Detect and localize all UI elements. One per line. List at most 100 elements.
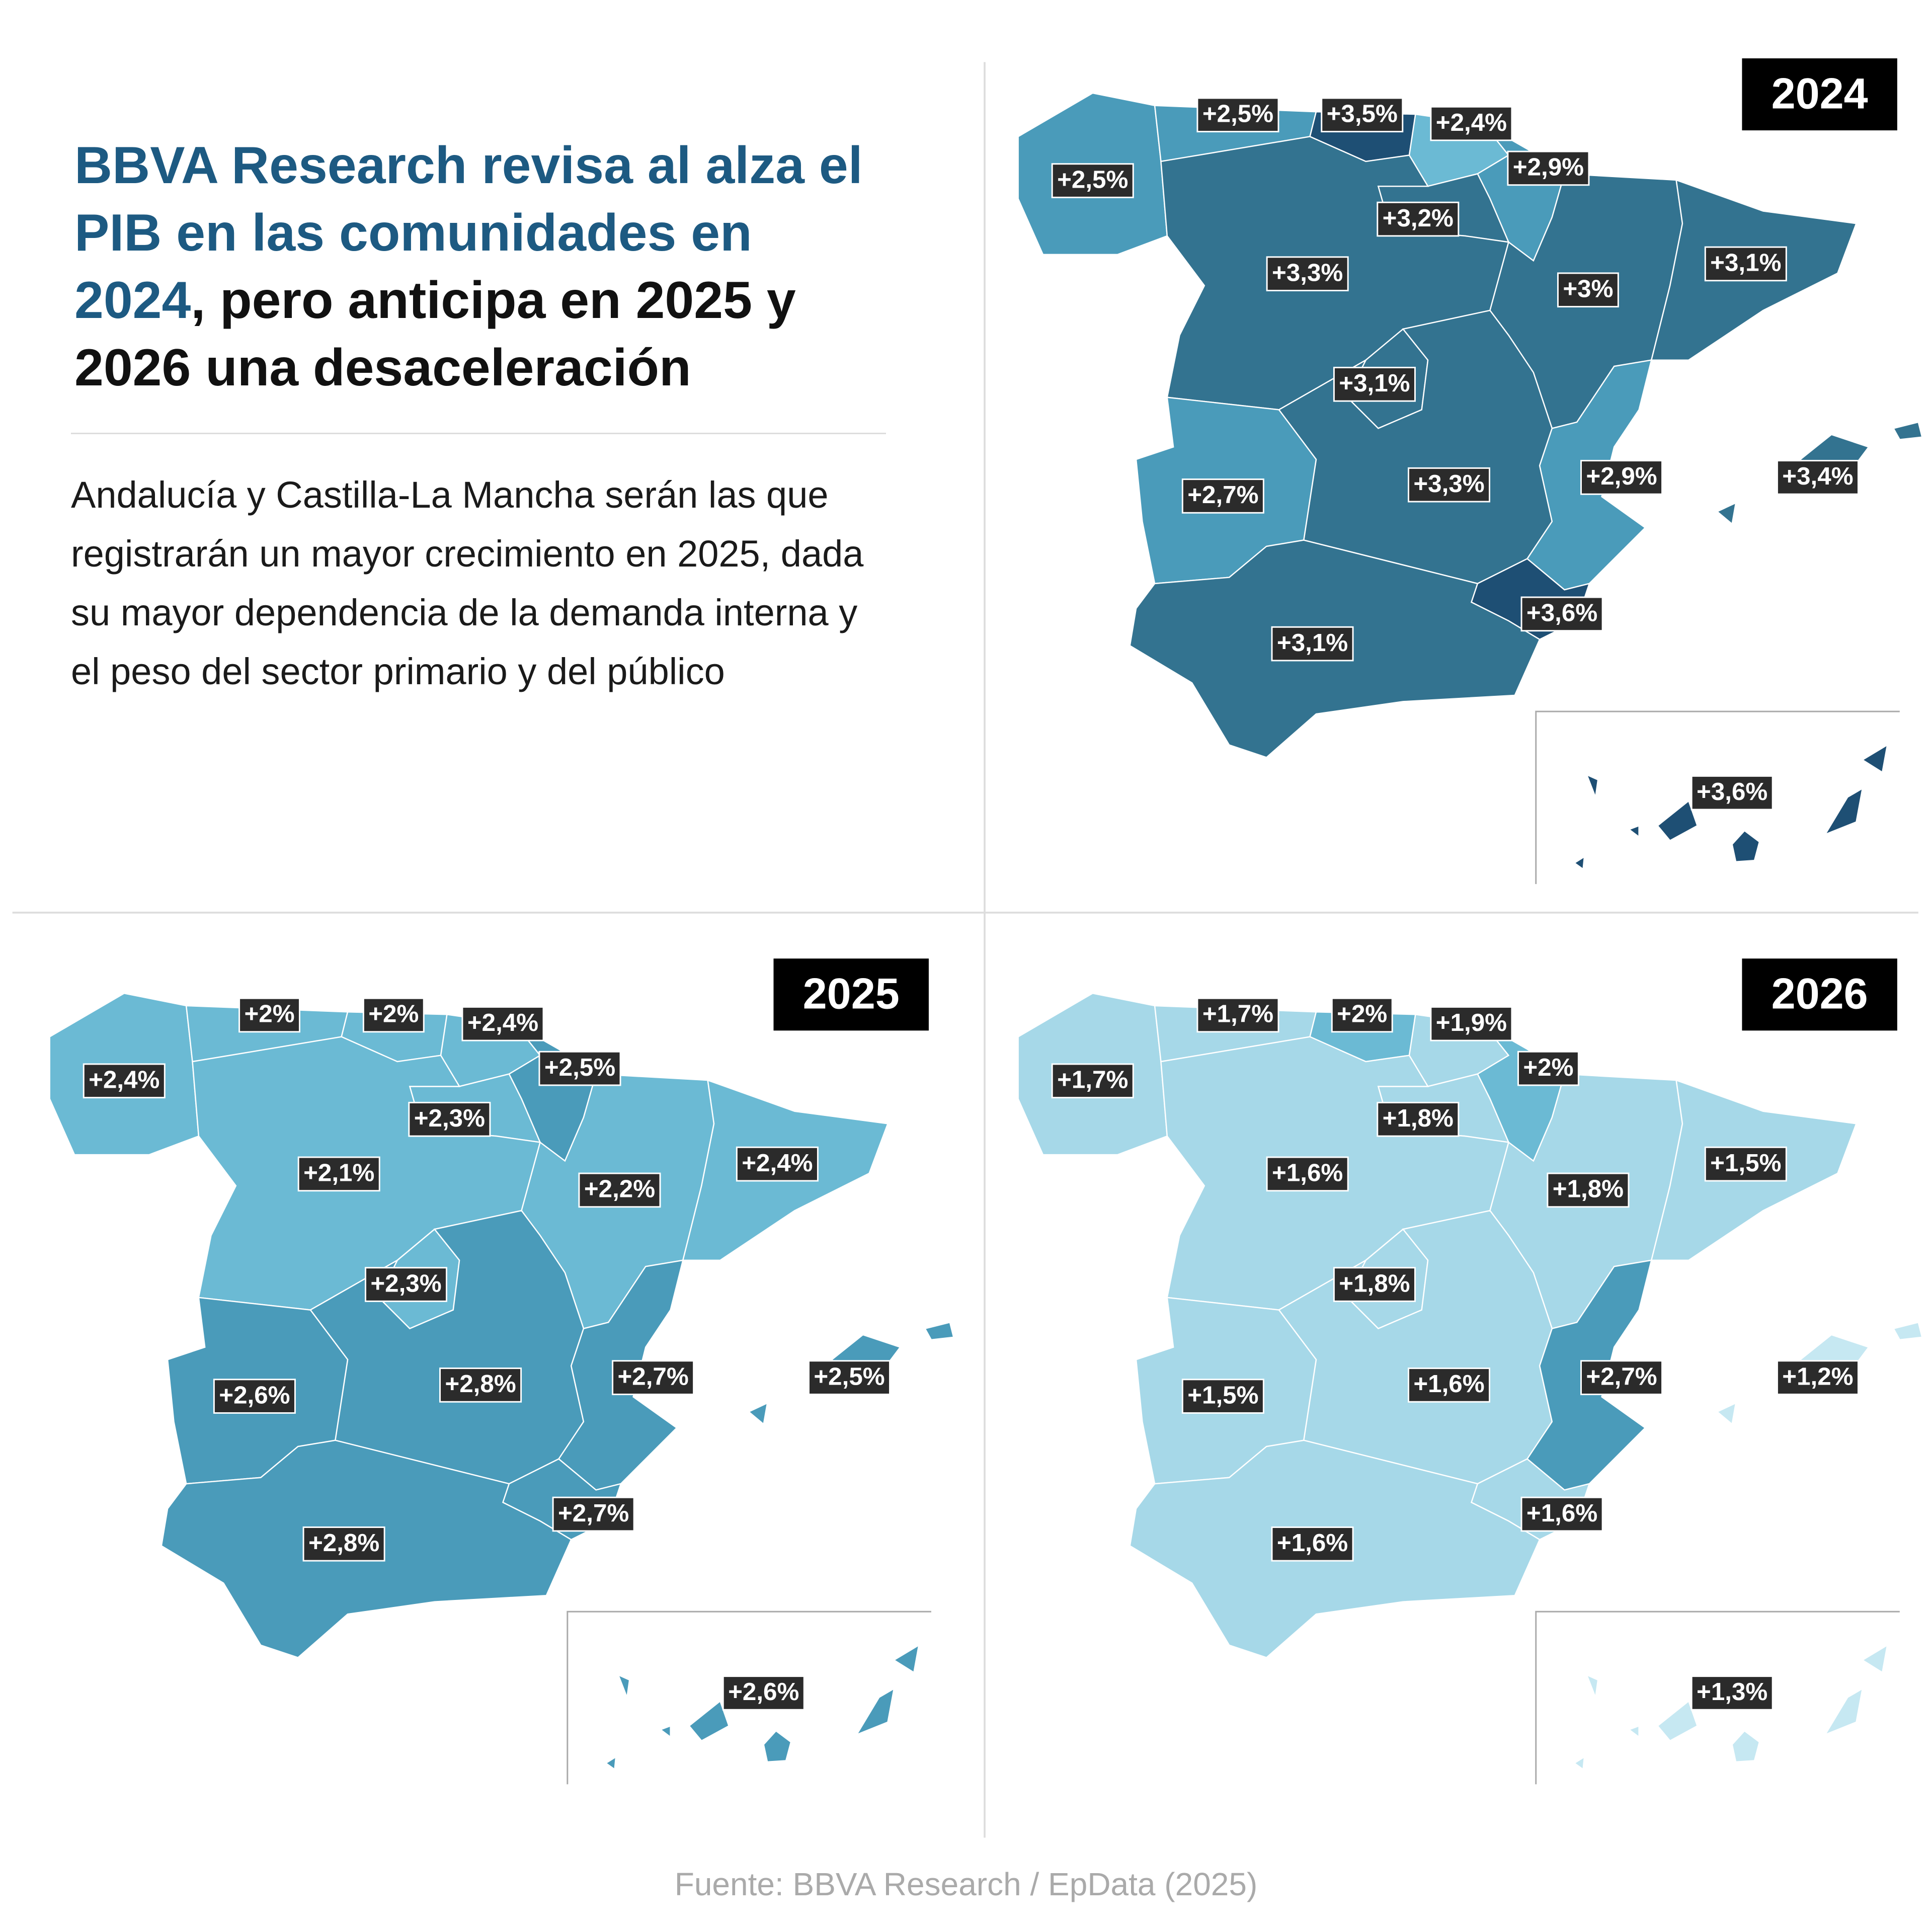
value-label: +3,4% (1782, 462, 1853, 490)
value-label-box (736, 1146, 819, 1182)
region (1628, 1725, 1640, 1739)
value-label-box (1196, 997, 1279, 1033)
value-label-box (1321, 97, 1404, 133)
value-label: +1,8% (1553, 1175, 1624, 1203)
region (1716, 1402, 1737, 1425)
value-label-box (1271, 626, 1354, 662)
title: BBVA Research revisa al alza el PIB en l… (74, 132, 879, 401)
region (1861, 1644, 1888, 1674)
region (1585, 773, 1599, 800)
value-label: +3,1% (1339, 369, 1410, 397)
value-label: +2,1% (303, 1159, 374, 1187)
value-label-box (297, 1156, 380, 1192)
region (763, 1730, 792, 1763)
region (1628, 825, 1640, 838)
value-label: +2,8% (445, 1370, 516, 1398)
region (893, 1644, 920, 1674)
value-label: +1,8% (1339, 1269, 1410, 1297)
region (1861, 744, 1888, 774)
value-label-box (1520, 596, 1603, 632)
value-label-box (1181, 478, 1264, 514)
value-label-box (1557, 272, 1619, 308)
value-label: +1,7% (1202, 1000, 1273, 1028)
value-label: +3,2% (1383, 204, 1454, 232)
value-label-box (439, 1367, 522, 1403)
region (1656, 1700, 1699, 1742)
value-label: +2,9% (1513, 153, 1584, 181)
value-label: +2,8% (308, 1529, 379, 1557)
value-label-box (1430, 1006, 1513, 1041)
value-label: +1,6% (1413, 1370, 1484, 1398)
value-label: +2,7% (1586, 1362, 1657, 1390)
region (659, 1725, 671, 1739)
value-label-box (612, 1360, 695, 1395)
value-label-box (1377, 201, 1460, 237)
year-label: 2024 (1772, 69, 1868, 118)
region (855, 1687, 895, 1736)
value-label: +1,3% (1697, 1678, 1767, 1706)
value-label: +2% (368, 1000, 419, 1028)
value-label: +2% (1337, 1000, 1387, 1028)
value-label: +2,9% (1586, 462, 1657, 490)
value-label: +3,1% (1277, 629, 1348, 657)
region (1656, 799, 1699, 842)
value-label-box (1333, 1267, 1416, 1302)
value-label: +2,4% (467, 1009, 538, 1036)
map: +1,7% +1,7% +2% +1,9% +2% +1,8% +1,6% +1,8% +1,5… (1017, 958, 1923, 1785)
value-label: +2,3% (414, 1104, 485, 1132)
value-label-box (1580, 1360, 1663, 1395)
region (1892, 1321, 1923, 1341)
value-label-box (1430, 106, 1513, 141)
value-label: +2,2% (584, 1175, 655, 1203)
value-label-box (1407, 467, 1491, 503)
value-label-box (1776, 460, 1859, 495)
value-label: +1,7% (1057, 1066, 1128, 1094)
value-label: +2,7% (1187, 481, 1258, 509)
value-label-box (1507, 150, 1590, 186)
value-label: +2,5% (544, 1054, 615, 1081)
value-label: +3,6% (1526, 599, 1597, 627)
value-label: +2% (1523, 1054, 1573, 1081)
region (1573, 855, 1585, 870)
value-label-box (578, 1172, 661, 1208)
value-label: +2,6% (219, 1381, 290, 1409)
value-label: +2,5% (814, 1362, 884, 1390)
region (1731, 1730, 1760, 1763)
value-label-box (722, 1675, 805, 1711)
region (1892, 421, 1923, 440)
region (1585, 1673, 1599, 1700)
region (747, 1402, 768, 1425)
value-label: +3,6% (1697, 778, 1767, 806)
value-label: +2,6% (728, 1678, 799, 1706)
separator (71, 433, 886, 434)
inset-frame (1535, 710, 1900, 884)
value-label-box (1331, 997, 1393, 1033)
value-label: +1,5% (1187, 1381, 1258, 1409)
year-box (1742, 58, 1897, 131)
value-label: +2,7% (617, 1362, 688, 1390)
region (688, 1700, 730, 1742)
value-label-box (213, 1379, 296, 1414)
value-label-box (538, 1051, 621, 1086)
value-label-box (1271, 1526, 1354, 1562)
region (1823, 1687, 1864, 1736)
region (1823, 787, 1864, 836)
value-label: +1,2% (1782, 1362, 1853, 1390)
year-label: 2025 (803, 970, 900, 1018)
value-label: +3,3% (1413, 470, 1484, 498)
year-box (773, 958, 929, 1031)
value-label: +1,6% (1277, 1529, 1348, 1557)
value-label-box (461, 1006, 544, 1041)
value-label: +2,7% (558, 1499, 629, 1527)
source: Fuente: BBVA Research / EpData (2025) (674, 1866, 1258, 1902)
value-label-box (364, 1267, 447, 1302)
value-label-box (1377, 1101, 1460, 1137)
value-label: +3,1% (1710, 249, 1781, 277)
value-label-box (362, 997, 425, 1033)
value-label-box (1520, 1496, 1603, 1532)
value-label-box (1517, 1051, 1579, 1086)
title-highlight: BBVA Research revisa al alza el PIB en l… (74, 136, 863, 330)
value-label: +2,3% (370, 1269, 441, 1297)
value-label-box (808, 1360, 891, 1395)
value-label-box (1266, 1156, 1349, 1192)
